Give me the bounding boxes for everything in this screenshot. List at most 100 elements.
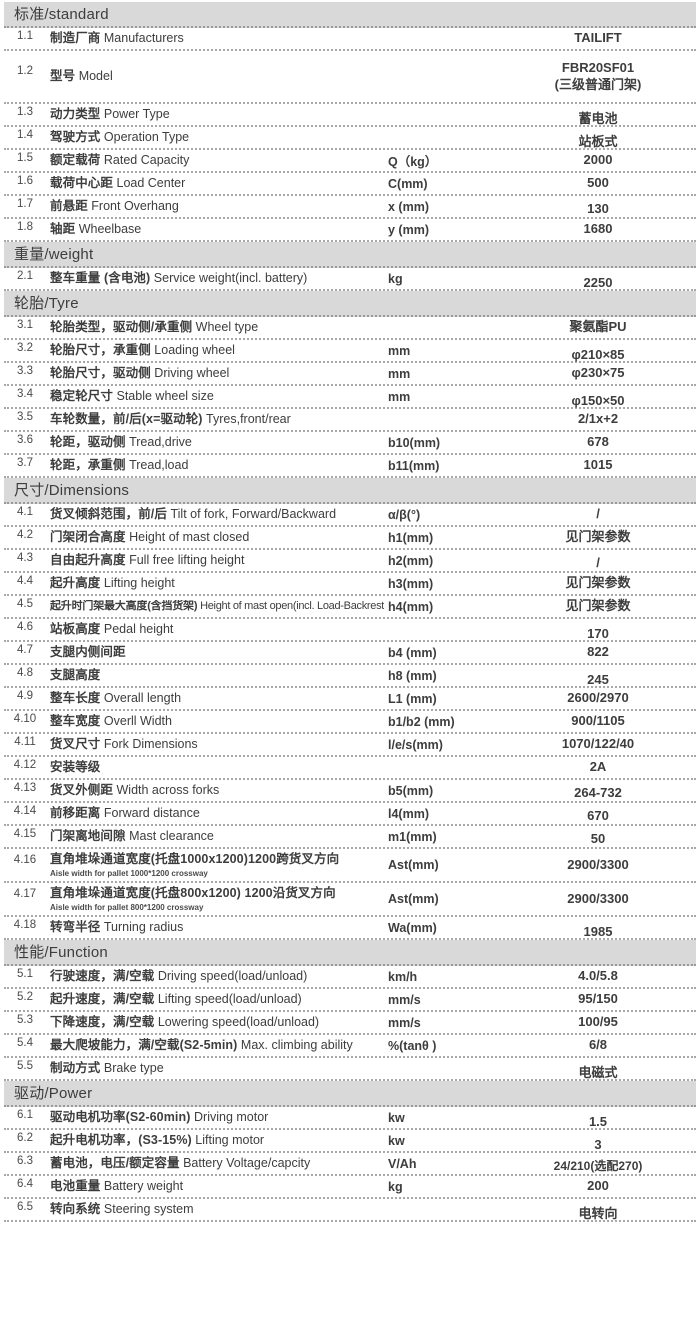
row-unit: V/Ah	[388, 1156, 417, 1171]
row-label-en: Battery weight	[103, 1178, 184, 1193]
row-index: 4.7	[17, 644, 33, 656]
row-index: 3.6	[17, 434, 33, 446]
row-label-main: 门架闭合高度 Height of mast closed	[50, 530, 384, 546]
row-label-en: Wheel type	[195, 319, 259, 334]
row-index: 1.5	[17, 152, 33, 164]
row-label-main: 起升电机功率，(S3-15%) Lifting motor	[50, 1133, 384, 1149]
row-value: 2A	[589, 759, 607, 775]
row-label-cn: 门架离地间隙	[50, 828, 126, 843]
row-label-en: Lifting speed(load/unload)	[157, 991, 302, 1006]
row-index: 4.15	[13, 828, 37, 840]
row-index: 6.3	[17, 1155, 33, 1167]
row-label-en: Max. climbing ability	[240, 1037, 353, 1052]
row-label-cn: 型号	[50, 68, 76, 83]
table-row: 4.12 安装等级 2A	[4, 757, 696, 780]
row-value: 678	[587, 434, 609, 450]
row-value: 2900/3300	[567, 856, 629, 872]
row-label: 轮胎尺寸，驱动侧 Driving wheel	[46, 366, 384, 382]
row-label: 轮胎类型，驱动侧/承重侧 Wheel type	[46, 320, 384, 336]
row-value: 蓄电池	[578, 111, 618, 127]
row-label-en: Power Type	[103, 106, 170, 121]
row-value: 100/95	[578, 1014, 618, 1030]
row-label-cn: 货叉外侧距	[50, 782, 114, 797]
row-label-en: Operation Type	[103, 129, 190, 144]
row-label-en: Full free lifting height	[129, 552, 245, 567]
row-label-main: 驱动电机功率(S2-60min) Driving motor	[50, 1110, 384, 1126]
row-label-cn: 前悬距	[50, 198, 88, 213]
row-unit: h3(mm)	[388, 576, 434, 591]
table-row: 4.7 支腿内侧间距 b4 (mm) 822	[4, 642, 696, 665]
row-label-en: Tread,load	[129, 457, 189, 472]
row-label-main: 起升时门架最大高度(含挡货架) Height of mast open(incl…	[50, 600, 384, 614]
row-label-en: Pedal height	[103, 621, 174, 636]
row-label-cn: 起升高度	[50, 575, 101, 590]
row-value: 1.5	[588, 1114, 608, 1130]
table-row: 3.5 车轮数量，前/后(x=驱动轮) Tyres,front/rear 2/1x+…	[4, 409, 696, 432]
row-label-cn: 起升电机功率，(S3-15%)	[50, 1132, 192, 1147]
row-label-cn: 站板高度	[50, 621, 101, 636]
table-row: 3.1 轮胎类型，驱动侧/承重侧 Wheel type 聚氨酯PU	[4, 317, 696, 340]
row-label-main: 轮距，承重侧 Tread,load	[50, 458, 384, 474]
row-label-main: 轮胎尺寸，驱动侧 Driving wheel	[50, 366, 384, 382]
row-label-en: Stable wheel size	[116, 388, 214, 403]
table-row: 6.5 转向系统 Steering system 电转向	[4, 1199, 696, 1222]
row-label-en: Overll Width	[103, 713, 172, 728]
row-index: 1.4	[17, 129, 33, 141]
row-label: 稳定轮尺寸 Stable wheel size	[46, 389, 384, 405]
row-label-main: 站板高度 Pedal height	[50, 622, 384, 638]
row-label-en: Battery Voltage/capcity	[183, 1155, 311, 1170]
row-index: 4.5	[17, 598, 33, 610]
row-label-main: 驾驶方式 Operation Type	[50, 130, 384, 146]
table-row: 6.3 蓄电池，电压/额定容量 Battery Voltage/capcity V/…	[4, 1153, 696, 1176]
row-index: 3.5	[17, 411, 33, 423]
row-label-main: 转弯半径 Turning radius	[50, 920, 384, 936]
row-label-cn: 载荷中心距	[50, 175, 114, 190]
row-label: 驱动电机功率(S2-60min) Driving motor	[46, 1110, 384, 1126]
row-label-en: Turning radius	[103, 919, 184, 934]
row-label: 转弯半径 Turning radius	[46, 920, 384, 936]
row-value: TAILIFT	[574, 30, 622, 46]
row-label: 载荷中心距 Load Center	[46, 176, 384, 192]
row-index: 3.2	[17, 342, 33, 354]
row-label: 起升时门架最大高度(含挡货架) Height of mast open(incl…	[46, 600, 384, 614]
row-unit: b10(mm)	[388, 435, 441, 450]
table-row: 4.9 整车长度 Overall length L1 (mm) 2600/2970	[4, 688, 696, 711]
row-label-main: 起升高度 Lifting height	[50, 576, 384, 592]
row-label-main: 前移距离 Forward distance	[50, 806, 384, 822]
table-row: 1.2 型号 Model FBR20SF01 (三级普通门架)	[4, 51, 696, 104]
row-label-cn: 起升速度，满/空载	[50, 991, 155, 1006]
row-index: 1.2	[17, 65, 33, 77]
row-label: 自由起升高度 Full free lifting height	[46, 553, 384, 569]
table-row: 5.3 下降速度，满/空载 Lowering speed(load/unload)…	[4, 1012, 696, 1035]
row-label-cn: 安装等级	[50, 759, 101, 774]
row-unit: b1/b2 (mm)	[388, 714, 455, 729]
row-label-cn: 货叉尺寸	[50, 736, 101, 751]
row-label-cn: 直角堆垛通道宽度(托盘1000x1200)1200跨货叉方向	[50, 851, 340, 866]
row-label: 货叉外侧距 Width across forks	[46, 783, 384, 799]
section-header-dimensions: 尺寸/Dimensions	[4, 478, 696, 504]
row-label-cn: 轮距，承重侧	[50, 457, 126, 472]
table-row: 3.7 轮距，承重侧 Tread,load b11(mm) 1015	[4, 455, 696, 478]
row-value: 见门架参数	[565, 529, 631, 545]
table-row: 3.2 轮胎尺寸，承重侧 Loading wheel mm φ210×85	[4, 340, 696, 363]
row-label-main: 制造厂商 Manufacturers	[50, 31, 384, 47]
table-row: 4.16 直角堆垛通道宽度(托盘1000x1200)1200跨货叉方向 Aisle …	[4, 849, 696, 883]
row-label: 起升高度 Lifting height	[46, 576, 384, 592]
row-label-en: Tilt of fork, Forward/Backward	[170, 506, 337, 521]
row-index: 6.5	[17, 1201, 33, 1213]
row-index: 4.10	[13, 713, 37, 725]
row-label-en: Driving motor	[194, 1109, 269, 1124]
row-index: 4.13	[13, 782, 37, 794]
row-value: 电磁式	[578, 1065, 618, 1081]
table-row: 1.7 前悬距 Front Overhang x (mm) 130	[4, 196, 696, 219]
row-value: 200	[587, 1178, 609, 1194]
row-label: 整车宽度 Overll Width	[46, 714, 384, 730]
row-value: 见门架参数	[565, 575, 631, 591]
row-unit: mm/s	[388, 1015, 421, 1030]
row-unit: mm	[388, 343, 411, 358]
row-label-cn: 支腿内侧间距	[50, 644, 126, 659]
row-label-cn: 轮胎类型，驱动侧/承重侧	[50, 319, 193, 334]
row-label-main: 整车重量 (含电池) Service weight(incl. battery)	[50, 271, 384, 287]
row-unit: x (mm)	[388, 199, 429, 214]
table-row: 4.14 前移距离 Forward distance l4(mm) 670	[4, 803, 696, 826]
